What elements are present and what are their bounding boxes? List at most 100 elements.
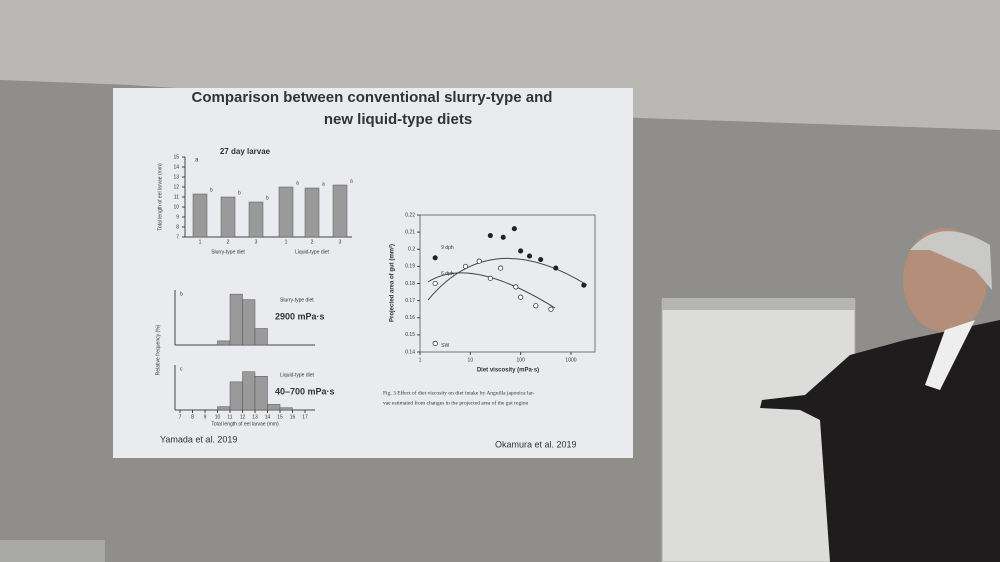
chart-title: 27 day larvae [220,147,271,156]
significance-letter: a [350,178,353,184]
point [432,280,438,287]
y-tick-label: 12 [173,184,179,190]
histogram-bar [217,406,231,411]
annotation: Liquid-type diet [280,372,315,378]
y-tick-label: 13 [173,174,179,180]
point [500,234,506,240]
x-tick-label: 17 [302,414,308,420]
annotation: Slurry-type diet [280,297,314,303]
credit: Okamura et al. 2019 [495,439,577,449]
group-label: Slurry-type diet [211,249,245,255]
x-tick-label: 11 [227,414,232,420]
point [538,256,544,263]
histogram-bar [242,371,256,411]
histogram-bar [242,299,256,346]
y-axis-label: Total length of eel larvae (mm) [157,163,163,231]
flipchart-top [662,298,855,310]
point [487,233,493,239]
y-axis-label: Relative frequency (%) [155,324,161,375]
y-tick-label: 0.17 [405,298,415,304]
y-tick-label: 10 [173,204,179,210]
y-tick-label: 14 [173,164,179,170]
point [526,253,533,259]
y-tick-label: 11 [174,194,179,200]
x-tick-label: 15 [277,414,283,420]
histogram-bar [254,328,268,346]
x-tick-label: 1 [199,239,202,245]
x-tick-label: 3 [339,239,342,245]
y-tick-label: 0.18 [405,281,415,287]
legend-label: 9 dph [441,245,454,251]
x-axis-label: Diet viscosity (mPa·s) [477,368,539,374]
fit-curve [427,272,556,309]
significance-letter: b [266,195,269,201]
x-tick-label: 14 [265,414,271,420]
x-tick-label: 1 [285,239,288,245]
presenter-shirt [925,320,975,390]
credit: Yamada et al. 2019 [160,434,237,444]
y-tick-label: 15 [173,154,179,160]
x-tick-label: 2 [227,239,230,245]
histogram-bar [229,381,243,411]
point [513,284,519,290]
x-tick-label: 10 [215,414,221,420]
y-tick-label: 0.2 [408,247,415,253]
slide-title: Comparison between conventional slurry-t… [192,89,553,106]
point [581,282,587,288]
y-axis-label: Projected area of gut (mm²) [389,244,396,322]
significance-letter: a [322,181,325,187]
point [487,275,493,281]
y-tick-label: 9 [176,214,179,220]
legend-label: SW [441,343,449,349]
histogram-bar [217,340,231,346]
point [498,265,504,271]
panel-label: c [180,366,183,372]
annotation: 40–700 mPa·s [275,386,335,396]
x-tick-label: 3 [255,239,258,245]
y-tick-label: 7 [176,234,179,240]
x-axis-label: Total length of eel larvae (mm) [211,421,279,427]
x-tick-label: 16 [290,414,296,420]
x-tick-label: 1 [419,357,422,363]
ceiling [0,0,1000,130]
slide-title: new liquid-type diets [324,111,472,128]
bar [220,196,236,238]
projected-slide [113,88,633,458]
x-tick-label: 10 [468,357,474,363]
significance-letter: b [238,190,241,196]
bar [248,201,264,238]
histogram-bar [267,404,281,411]
presenter-hair [910,231,992,290]
y-tick-label: 0.21 [405,229,415,235]
figure-caption: vae estimated from changes in the projec… [383,399,528,406]
y-tick-label: 0.19 [405,264,415,270]
point [518,294,524,300]
point [533,303,539,309]
y-tick-label: 0.22 [405,212,415,218]
x-tick-label: 9 [204,414,207,420]
y-tick-label: 0.15 [405,332,415,338]
x-tick-label: 100 [516,357,525,363]
point [548,306,554,312]
y-tick-label: 0.14 [405,349,415,355]
significance-letter: a [296,180,299,186]
y-tick-label: 0.16 [405,315,415,321]
point [432,255,438,261]
y-tick-label: 8 [176,224,179,230]
group-label: Liquid-type diet [295,249,330,255]
point [553,265,559,271]
annotation: 2900 mPa·s [275,311,325,321]
fit-curve [427,257,588,301]
histogram-bar [279,407,293,411]
bar [192,193,208,238]
histogram-bar [229,293,243,346]
legend-label: 6 dph [441,271,454,277]
point [432,340,438,346]
panel-label: b [180,291,183,297]
histogram-bar [254,376,268,411]
point [518,248,524,254]
panel-label: a [195,158,199,164]
point [476,258,482,264]
